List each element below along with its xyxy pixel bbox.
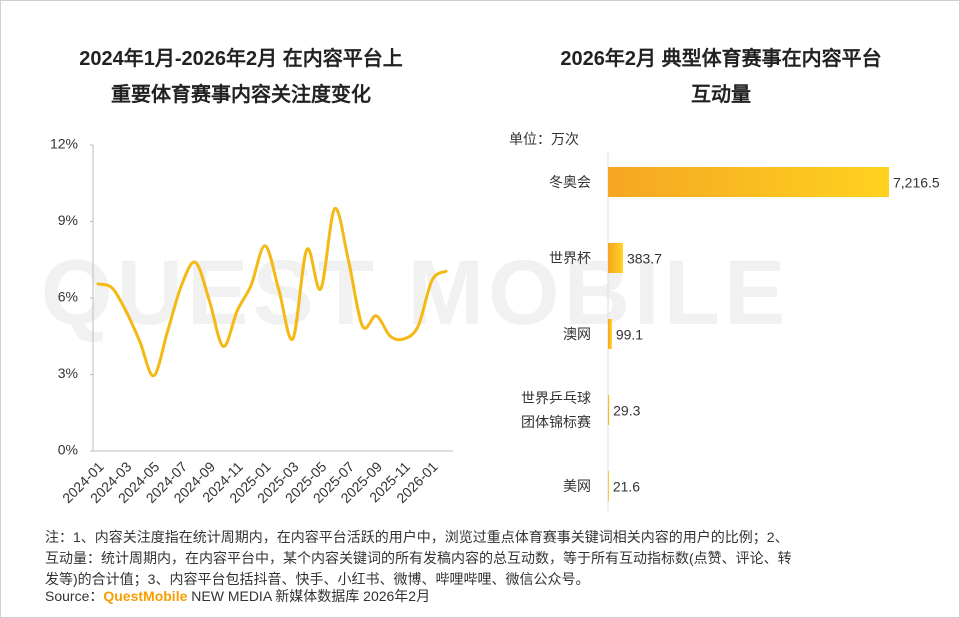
- bar: [608, 395, 610, 425]
- note-line: 互动量：统计周期内，在内容平台中，某个内容关键词的所有发稿内容的总互动数，等于所…: [45, 550, 792, 566]
- category-label: 澳网: [563, 326, 591, 342]
- category-label: 世界杯: [549, 250, 591, 266]
- source-text: NEW MEDIA 新媒体数据库 2026年2月: [187, 588, 431, 604]
- value-label: 99.1: [616, 327, 643, 343]
- watermark: QUEST MOBILE: [41, 242, 790, 344]
- source: Source：QuestMobile NEW MEDIA 新媒体数据库 2026…: [45, 586, 430, 606]
- value-label: 7,216.5: [893, 175, 940, 191]
- y-tick-label: 12%: [50, 136, 78, 152]
- bar: [608, 243, 623, 273]
- value-label: 21.6: [613, 479, 640, 495]
- source-brand: QuestMobile: [103, 588, 188, 604]
- right-title: 2026年2月 典型体育赛事在内容平台 互动量: [560, 48, 882, 106]
- line: [96, 207, 448, 378]
- y-tick-label: 9%: [58, 212, 78, 228]
- left-title: 2024年1月-2026年2月 在内容平台上 重要体育赛事内容关注度变化: [79, 48, 403, 106]
- note-line: 注：1、内容关注度指在统计周期内，在内容平台活跃的用户中，浏览过重点体育赛事关键…: [45, 529, 789, 545]
- note-line: 发等)的合计值；3、内容平台包括抖音、快手、小红书、微博、哔哩哔哩、微信公众号。: [45, 571, 590, 587]
- y-tick-label: 6%: [58, 289, 78, 305]
- bar: [608, 471, 609, 501]
- y-tick-label: 0%: [58, 442, 78, 458]
- category-label: 美网: [563, 478, 591, 494]
- y-tick-label: 3%: [58, 365, 78, 381]
- bar: [608, 319, 612, 349]
- unit: 单位：万次: [509, 131, 579, 147]
- source-label: Source：: [45, 588, 104, 604]
- category-label: 冬奥会: [549, 174, 591, 190]
- value-label: 29.3: [613, 403, 640, 419]
- bar: [608, 167, 889, 197]
- category-label: 世界乒乓球 团体锦标赛: [521, 390, 591, 430]
- value-label: 383.7: [627, 251, 662, 267]
